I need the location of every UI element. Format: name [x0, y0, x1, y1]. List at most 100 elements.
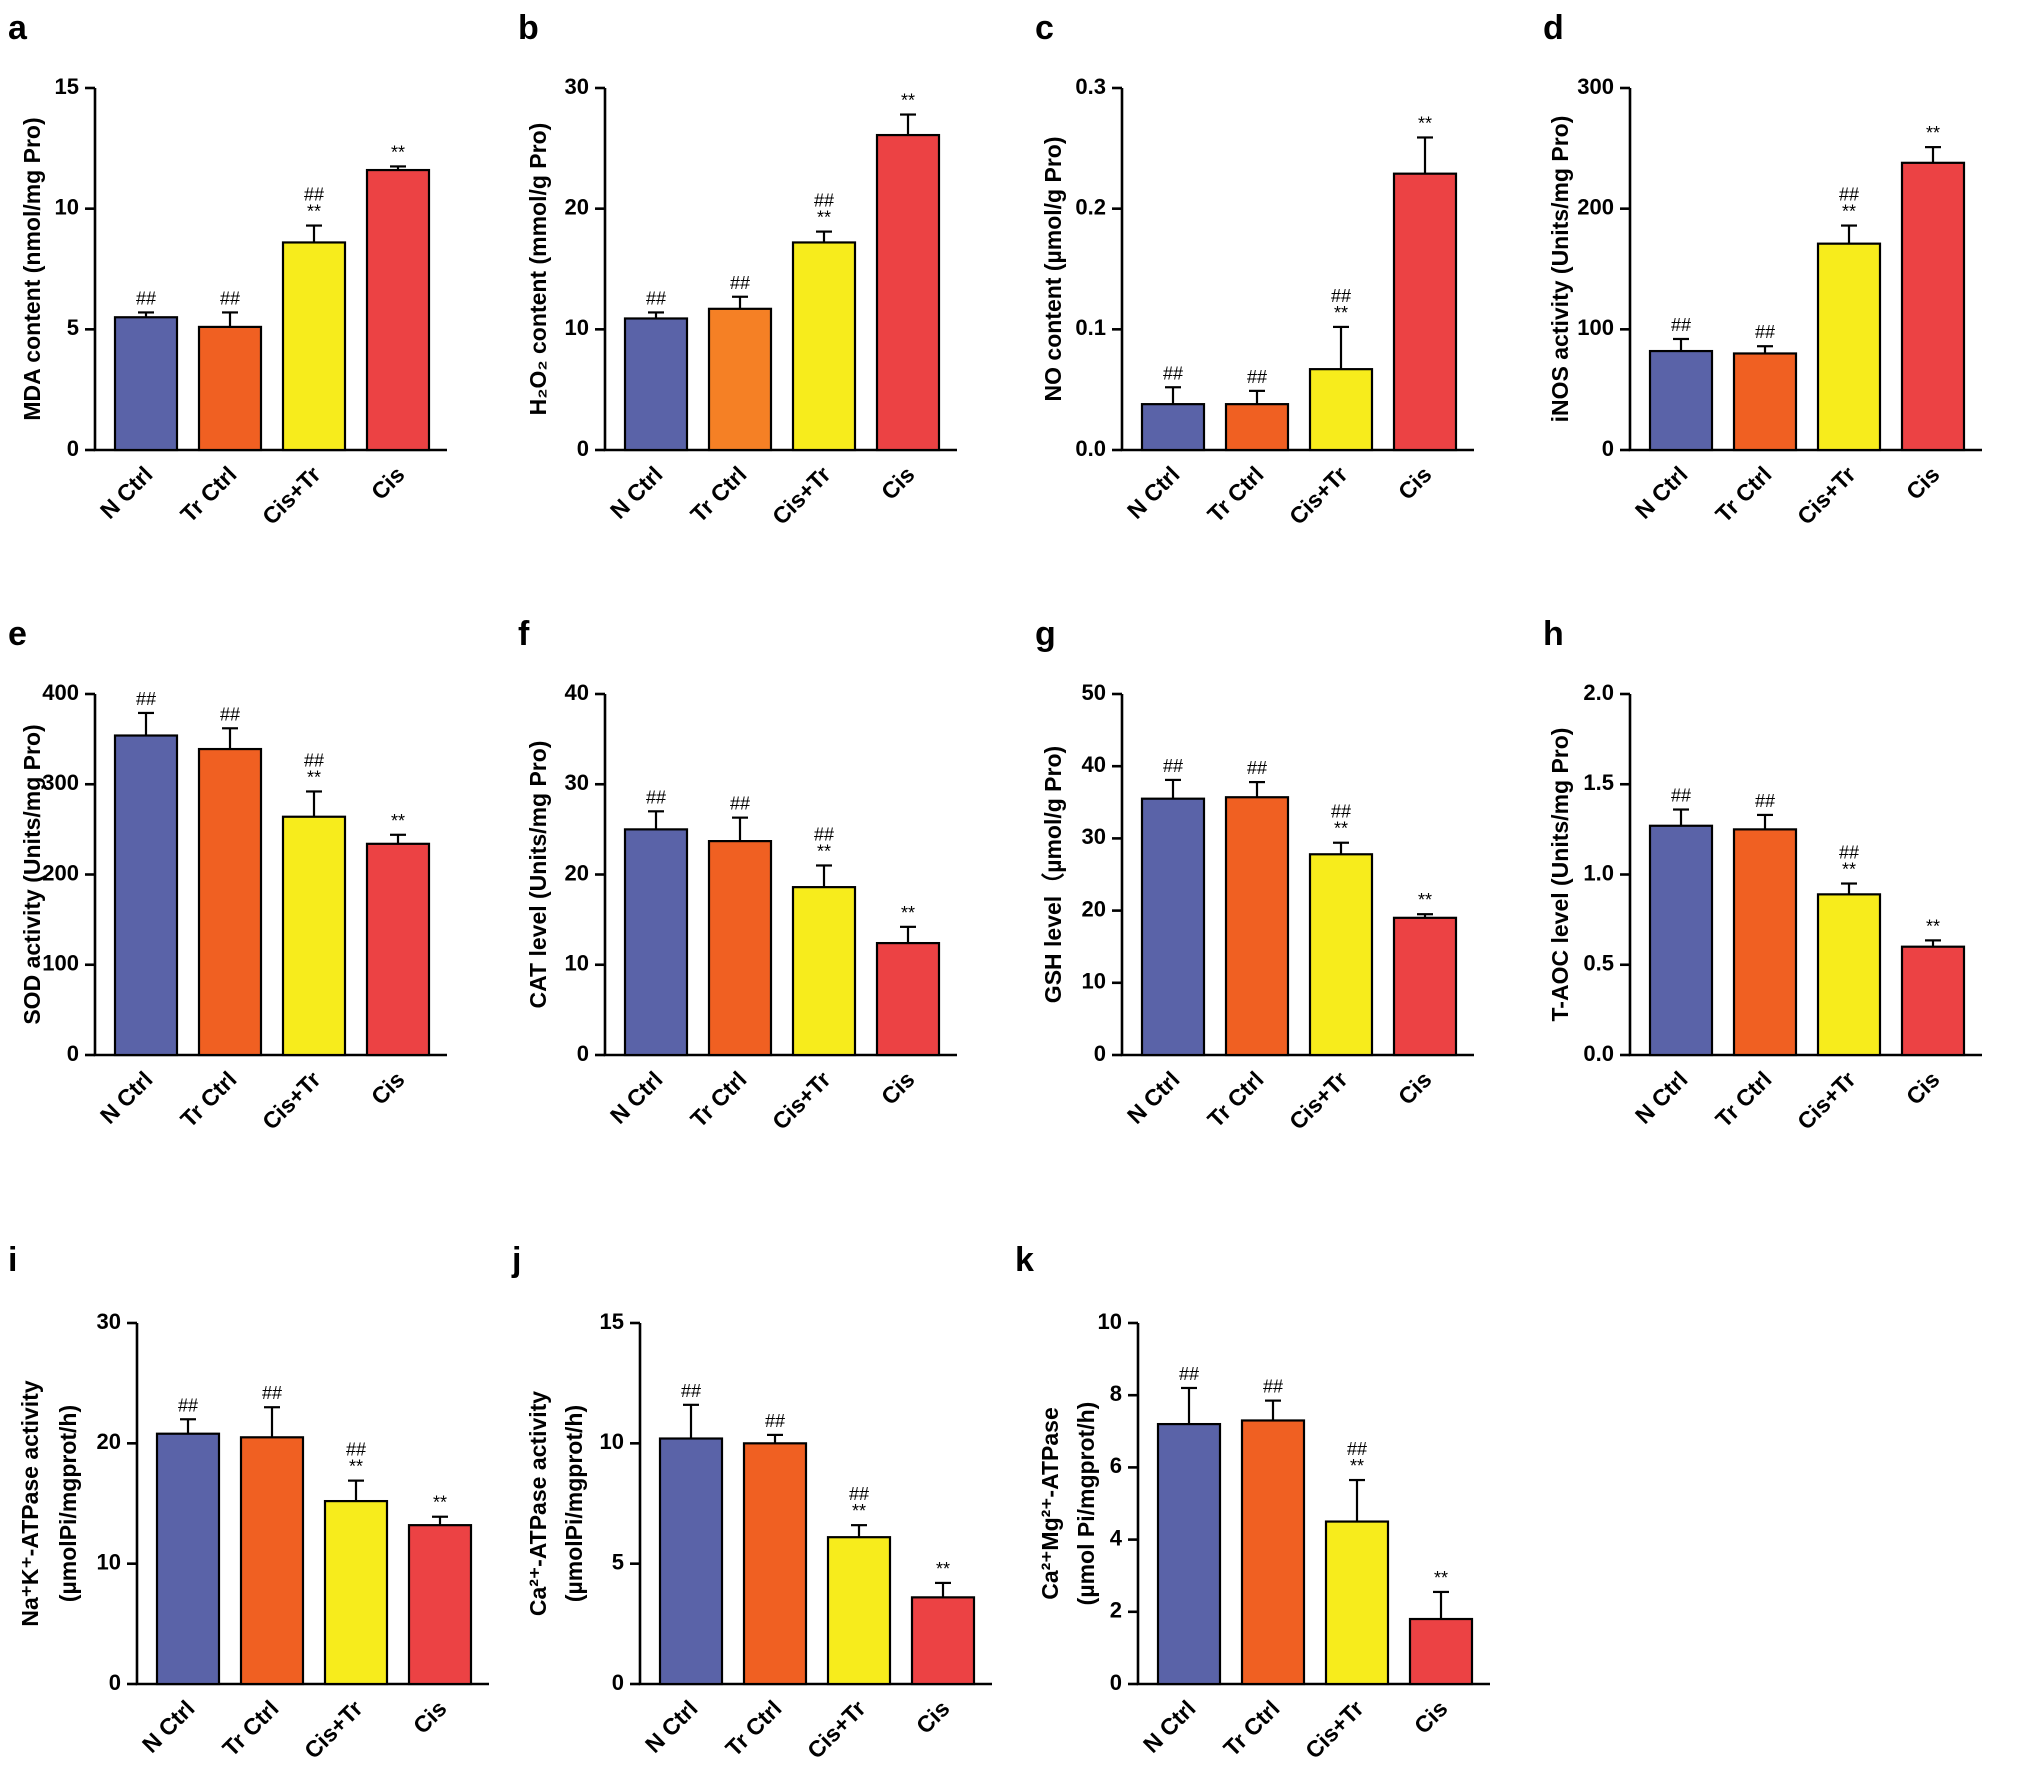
- bar: [791, 241, 857, 452]
- y-tick-label: 15: [55, 74, 79, 99]
- y-tick-label: 0: [577, 1041, 589, 1066]
- bar: [1308, 368, 1374, 452]
- significance-label: **: [349, 1457, 363, 1477]
- panel-letter: h: [1543, 615, 1564, 653]
- significance-label: ##: [1347, 1439, 1367, 1459]
- significance-label: ##: [304, 750, 324, 770]
- bar: [658, 1437, 724, 1686]
- significance-label: ##: [136, 689, 156, 709]
- panel-letter: a: [8, 9, 28, 47]
- y-tick-label: 0: [577, 436, 589, 461]
- category-label: N Ctrl: [95, 461, 158, 524]
- category-label: Tr Ctrl: [1710, 461, 1776, 527]
- category-label: N Ctrl: [1138, 1695, 1201, 1758]
- y-tick-label: 5: [612, 1549, 624, 1574]
- y-tick-label: 2.0: [1583, 680, 1614, 705]
- bar: [281, 815, 347, 1057]
- category-label: Cis+Tr: [257, 1066, 326, 1135]
- y-axis-label: (µmolPi/mgprot/h): [561, 1405, 587, 1602]
- category-label: Tr Ctrl: [217, 1695, 283, 1761]
- bar: [1224, 796, 1290, 1057]
- bar: [742, 1442, 808, 1686]
- category-label: Cis+Tr: [767, 461, 836, 530]
- bar: [1732, 828, 1798, 1057]
- category-label: Tr Ctrl: [175, 1066, 241, 1132]
- y-tick-label: 10: [565, 951, 589, 976]
- y-tick-label: 30: [565, 74, 589, 99]
- category-label: Tr Ctrl: [1202, 461, 1268, 527]
- significance-label: ##: [1671, 315, 1691, 335]
- bar: [1648, 349, 1714, 452]
- bar: [707, 840, 773, 1057]
- bar: [1140, 403, 1206, 452]
- bar: [113, 734, 179, 1057]
- significance-label: ##: [849, 1484, 869, 1504]
- category-label: Tr Ctrl: [720, 1695, 786, 1761]
- bar: [1816, 242, 1882, 452]
- y-tick-label: 10: [97, 1549, 121, 1574]
- y-tick-label: 10: [600, 1429, 624, 1454]
- panel-letter: f: [518, 615, 530, 653]
- category-label: Cis+Tr: [1300, 1695, 1369, 1764]
- y-axis-label: (µmol Pi/mgprot/h): [1073, 1402, 1099, 1606]
- y-tick-label: 8: [1110, 1381, 1122, 1406]
- panel-letter: k: [1015, 1241, 1034, 1279]
- y-axis-label: SOD activity (Units/mg Pro): [19, 724, 45, 1024]
- significance-label: **: [391, 811, 405, 831]
- significance-label: **: [817, 841, 831, 861]
- y-tick-label: 0: [109, 1670, 121, 1695]
- category-label: Tr Ctrl: [685, 461, 751, 527]
- bar: [365, 842, 431, 1057]
- y-tick-label: 0: [612, 1670, 624, 1695]
- category-label: Tr Ctrl: [1710, 1066, 1776, 1132]
- significance-label: ##: [1247, 758, 1267, 778]
- significance-label: ##: [681, 1381, 701, 1401]
- bar: [1816, 893, 1882, 1057]
- bar: [1648, 824, 1714, 1057]
- significance-label: ##: [1839, 185, 1859, 205]
- y-tick-label: 10: [1082, 969, 1106, 994]
- significance-label: ##: [646, 288, 666, 308]
- y-axis-label: Na⁺K⁺-ATPase activity: [17, 1380, 43, 1626]
- significance-label: ##: [136, 288, 156, 308]
- significance-label: ##: [1671, 786, 1691, 806]
- category-label: Cis: [1901, 1066, 1945, 1110]
- significance-label: ##: [1263, 1377, 1283, 1397]
- y-tick-label: 200: [42, 860, 79, 885]
- significance-label: **: [852, 1501, 866, 1521]
- significance-label: ##: [1179, 1364, 1199, 1384]
- y-tick-label: 300: [42, 770, 79, 795]
- significance-label: **: [307, 767, 321, 787]
- panel-f: f 0 10 20 30 40 CAT level (Units/mg Pro) ## N Ct…: [518, 615, 957, 1135]
- panel-letter: g: [1035, 615, 1056, 653]
- bar: [1324, 1520, 1390, 1686]
- significance-label: ##: [1163, 363, 1183, 383]
- y-tick-label: 50: [1082, 680, 1106, 705]
- bar: [197, 325, 263, 452]
- bar: [791, 886, 857, 1057]
- y-tick-label: 0.2: [1075, 194, 1106, 219]
- bar: [239, 1436, 305, 1686]
- y-tick-label: 0.0: [1075, 436, 1106, 461]
- y-tick-label: 100: [42, 951, 79, 976]
- significance-label: ##: [1839, 843, 1859, 863]
- panel-j: j 0 5 10 15 Ca²⁺-ATPase activity (µmolPi/mgpro…: [511, 1241, 992, 1764]
- category-label: Tr Ctrl: [175, 461, 241, 527]
- y-axis-label: MDA content (nmol/mg Pro): [19, 117, 45, 420]
- bar: [281, 241, 347, 452]
- category-label: Cis+Tr: [767, 1066, 836, 1135]
- category-label: N Ctrl: [640, 1695, 703, 1758]
- bar: [826, 1536, 892, 1686]
- significance-label: **: [1334, 819, 1348, 839]
- significance-label: **: [1926, 123, 1940, 143]
- bar: [1140, 797, 1206, 1057]
- significance-label: ##: [304, 185, 324, 205]
- significance-label: ##: [220, 288, 240, 308]
- y-tick-label: 15: [600, 1309, 624, 1334]
- significance-label: **: [1334, 303, 1348, 323]
- significance-label: ##: [1755, 322, 1775, 342]
- bar: [1240, 1419, 1306, 1686]
- y-tick-label: 40: [565, 680, 589, 705]
- panel-c: c 0.0 0.1 0.2 0.3 NO content (µmol/g Pro) ## N …: [1035, 9, 1474, 530]
